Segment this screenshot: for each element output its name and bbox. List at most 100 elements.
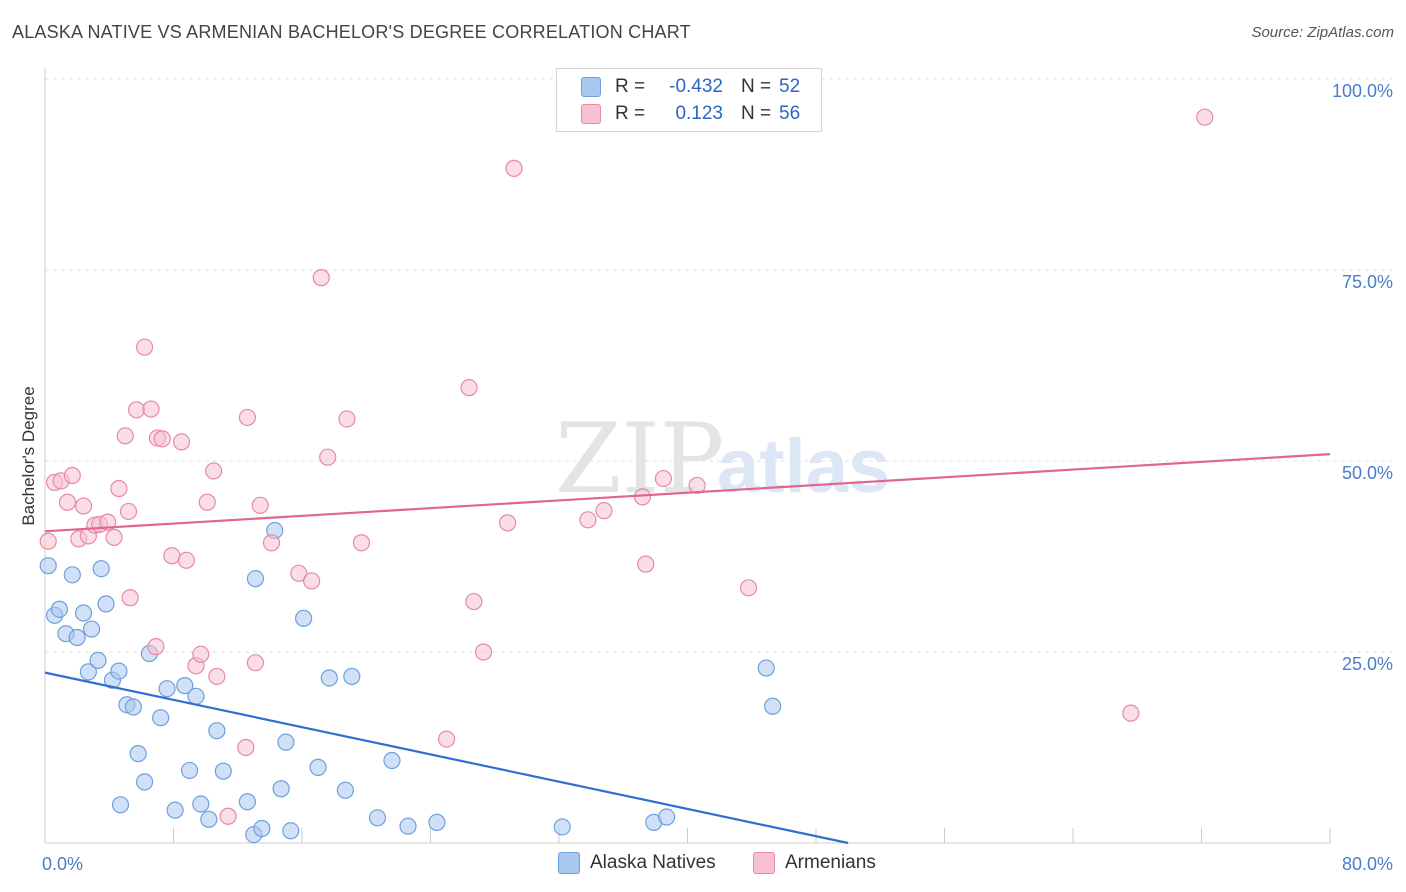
point-alaska-native — [39, 557, 57, 575]
legend-item-armenian[interactable]: Armenians — [753, 852, 876, 874]
point-armenian — [1196, 108, 1214, 126]
point-armenian — [505, 159, 523, 177]
point-alaska-native — [200, 810, 218, 828]
point-alaska-native — [176, 677, 194, 695]
point-armenian — [147, 638, 165, 656]
point-armenian — [460, 379, 478, 397]
point-alaska-native — [309, 758, 327, 776]
point-armenian — [105, 528, 123, 547]
point-armenian — [312, 269, 330, 287]
point-alaska-native — [50, 600, 69, 618]
y-tick-label: 100.0% — [1332, 81, 1393, 101]
legend-swatch-alaska — [581, 77, 601, 97]
point-armenian — [739, 579, 758, 597]
legend-r-value: -0.432 — [669, 76, 723, 97]
point-alaska-native — [383, 751, 401, 770]
point-armenian — [237, 738, 255, 757]
point-alaska-native — [320, 669, 338, 687]
point-armenian — [499, 514, 517, 532]
point-armenian — [172, 433, 191, 451]
y-tick-label: 75.0% — [1342, 272, 1393, 292]
trend-lines — [44, 453, 1331, 845]
x-tick-label: 80.0% — [1342, 854, 1393, 874]
stats-legend: R = -0.432 N = 52 R = 0.123 N = 56 — [556, 68, 822, 132]
legend-row-alaska: R = -0.432 N = 52 — [581, 74, 800, 100]
point-armenian — [119, 502, 138, 521]
point-alaska-native — [180, 761, 199, 780]
point-armenian — [238, 408, 256, 427]
x-tick-label: 0.0% — [42, 854, 83, 874]
series-legend: Alaska Natives Armenians — [0, 852, 1406, 878]
legend-label-armenian: Armenians — [785, 852, 876, 873]
point-alaska-native — [63, 566, 81, 584]
point-alaska-native — [152, 709, 170, 727]
grid-lines — [45, 78, 1392, 653]
point-armenian — [633, 488, 652, 506]
point-armenian — [74, 497, 93, 515]
point-alaska-native — [192, 795, 210, 813]
point-alaska-native — [399, 817, 417, 835]
tick-labels: 25.0% 50.0% 75.0% 100.0% 0.0% 80.0% — [42, 81, 1393, 874]
point-armenian — [595, 502, 613, 520]
point-armenian — [116, 427, 134, 445]
point-alaska-native — [68, 628, 86, 647]
chart-title: ALASKA NATIVE VS ARMENIAN BACHELOR'S DEG… — [12, 22, 691, 42]
point-alaska-native — [277, 733, 295, 751]
point-armenian — [99, 513, 117, 531]
point-armenian — [121, 589, 139, 607]
point-alaska-native — [166, 801, 184, 819]
point-armenian — [319, 448, 337, 466]
point-alaska-native — [368, 809, 387, 827]
point-armenian — [465, 592, 483, 611]
point-alaska-native — [111, 796, 130, 814]
chart-source: Source: ZipAtlas.com — [1251, 24, 1394, 41]
point-alaska-native — [187, 687, 205, 705]
watermark-atlas: atlas — [717, 424, 890, 509]
point-armenian — [205, 462, 223, 480]
legend-swatch-alaska — [558, 852, 580, 874]
legend-n-label: N = — [741, 76, 772, 97]
point-alaska-native — [553, 818, 571, 836]
legend-swatch-armenian — [581, 104, 601, 124]
point-alaska-native — [764, 697, 782, 715]
point-alaska-native — [110, 662, 128, 680]
legend-row-armenian: R = 0.123 N = 56 — [581, 101, 800, 127]
point-alaska-native — [158, 680, 176, 698]
point-alaska-native — [246, 570, 265, 588]
point-armenian — [262, 534, 281, 552]
point-armenian — [688, 476, 706, 495]
point-alaska-native — [336, 781, 354, 799]
point-armenian — [208, 667, 226, 686]
point-armenian — [58, 493, 77, 511]
point-alaska-native — [82, 620, 101, 638]
point-alaska-native — [428, 813, 446, 831]
point-alaska-native — [208, 722, 226, 740]
legend-n-label: N = — [741, 103, 772, 124]
point-alaska-native — [129, 745, 147, 763]
point-armenian — [352, 534, 371, 552]
point-armenian — [654, 469, 673, 488]
legend-label-alaska: Alaska Natives — [590, 852, 716, 873]
point-armenian — [63, 466, 81, 485]
point-alaska-native — [757, 659, 775, 677]
y-tick-label: 50.0% — [1342, 463, 1393, 483]
point-armenian — [1122, 704, 1140, 722]
point-armenian — [153, 430, 171, 448]
point-armenian — [437, 730, 456, 748]
point-alaska-native — [343, 667, 361, 686]
point-armenian — [142, 400, 160, 418]
trend-line-armenian — [44, 453, 1331, 533]
point-armenian — [303, 572, 321, 590]
y-tick-label: 25.0% — [1342, 654, 1393, 674]
point-alaska-native — [295, 609, 313, 627]
point-armenian — [198, 493, 216, 511]
legend-r-label: R = — [615, 76, 646, 97]
y-axis-label: Bachelor's Degree — [19, 386, 38, 525]
point-armenian — [163, 547, 181, 565]
point-alaska-native — [282, 822, 300, 840]
legend-r-label: R = — [615, 103, 646, 124]
point-armenian — [177, 551, 195, 569]
point-armenian — [579, 511, 597, 529]
point-armenian — [219, 807, 237, 825]
legend-item-alaska[interactable]: Alaska Natives — [558, 852, 716, 874]
